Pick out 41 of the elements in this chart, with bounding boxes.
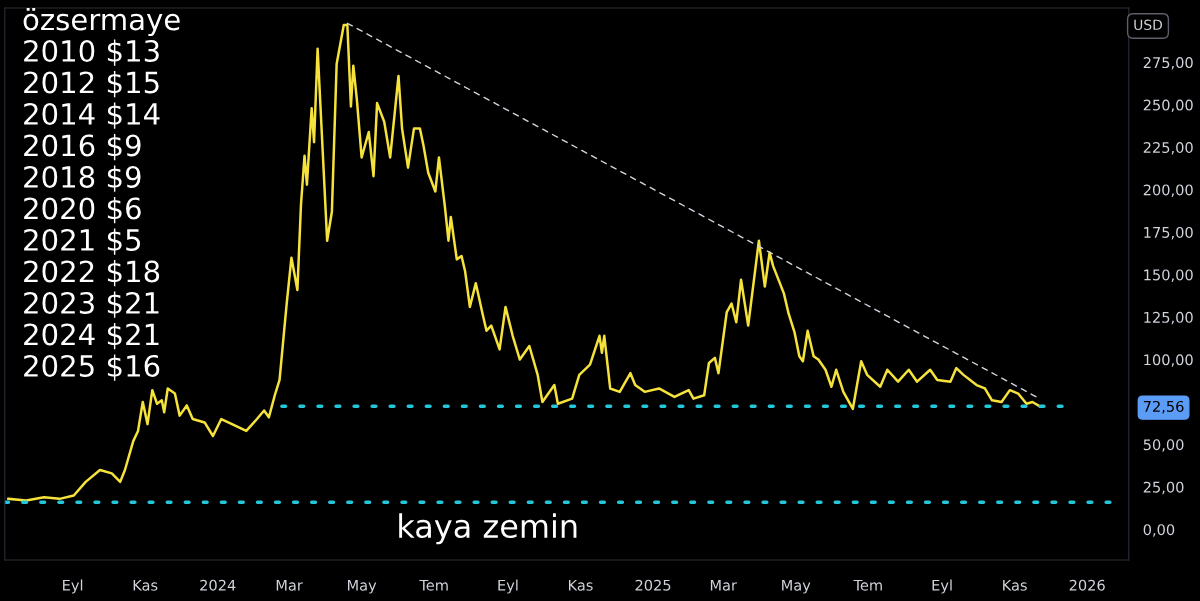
x-tick-label: Eyl (932, 579, 952, 594)
x-tick-label: Kas (568, 579, 593, 591)
annotation: 2025 $16 (24, 354, 160, 381)
annotation: kaya zemin (399, 513, 577, 545)
x-tick-label: Tem (853, 579, 882, 591)
x-tick-label: Eyl (498, 579, 518, 594)
y-tick-label: 200,00 (1143, 184, 1193, 197)
y-tick-label: 100,00 (1144, 354, 1193, 367)
x-tick-label: 2025 (635, 579, 671, 591)
annotation: 2020 $6 (24, 196, 141, 224)
y-tick-label: 50,00 (1143, 439, 1184, 452)
annotation: özsermaye (23, 7, 180, 37)
x-tick-label: Tem (419, 579, 448, 591)
annotation: 2018 $9 (24, 165, 141, 192)
y-tick-label: 125,00 (1144, 311, 1193, 325)
x-tick-label: 2026 (1069, 579, 1105, 591)
x-tick-label: Kas (1003, 579, 1027, 591)
y-tick-label: 0,00 (1143, 524, 1175, 537)
y-tick-label: 275,00 (1143, 57, 1193, 70)
x-tick-label: Eyl (63, 579, 83, 594)
annotation: 2014 $14 (24, 102, 160, 129)
x-tick-label: Mar (276, 579, 303, 591)
y-tick-label: 72,56 (1143, 400, 1184, 414)
y-tick-label: 225,00 (1143, 141, 1193, 155)
x-tick-label: Mar (710, 579, 737, 591)
y-tick-label: 150,00 (1144, 269, 1193, 282)
x-tick-label: May (347, 579, 377, 594)
annotation: 2023 $21 (24, 291, 159, 318)
y-axis-title: USD (1134, 19, 1163, 31)
annotation: 2016 $9 (24, 133, 141, 161)
annotation: 2012 $15 (24, 70, 159, 98)
annotation: 2021 $5 (24, 228, 141, 255)
x-tick-label: 2024 (200, 579, 236, 591)
y-tick-label: 250,00 (1143, 99, 1193, 113)
x-tick-label: Kas (133, 579, 158, 591)
annotation: 2024 $21 (24, 322, 159, 350)
y-tick-label: 175,00 (1144, 226, 1193, 240)
annotation: 2022 $18 (24, 259, 160, 287)
x-tick-label: May (782, 579, 811, 594)
annotation: 2010 $13 (24, 39, 159, 66)
y-tick-label: 25,00 (1143, 481, 1184, 495)
